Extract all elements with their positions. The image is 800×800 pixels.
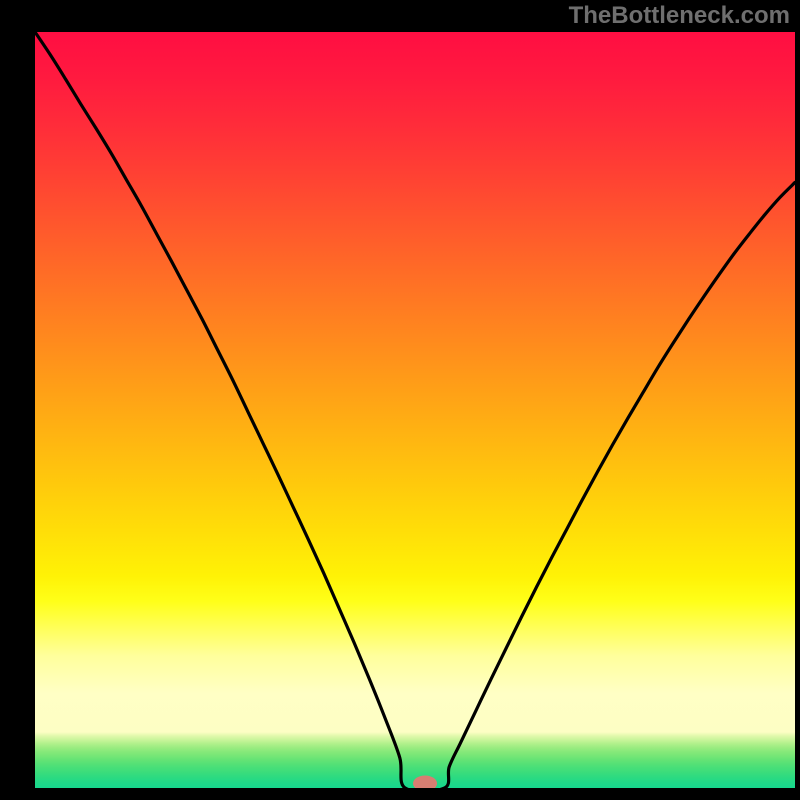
chart-container: { "canvas": { "width": 800, "height": 80… [0,0,800,800]
plot-background [35,32,795,788]
bottleneck-curve-chart [35,32,795,788]
watermark-text: TheBottleneck.com [569,2,790,30]
